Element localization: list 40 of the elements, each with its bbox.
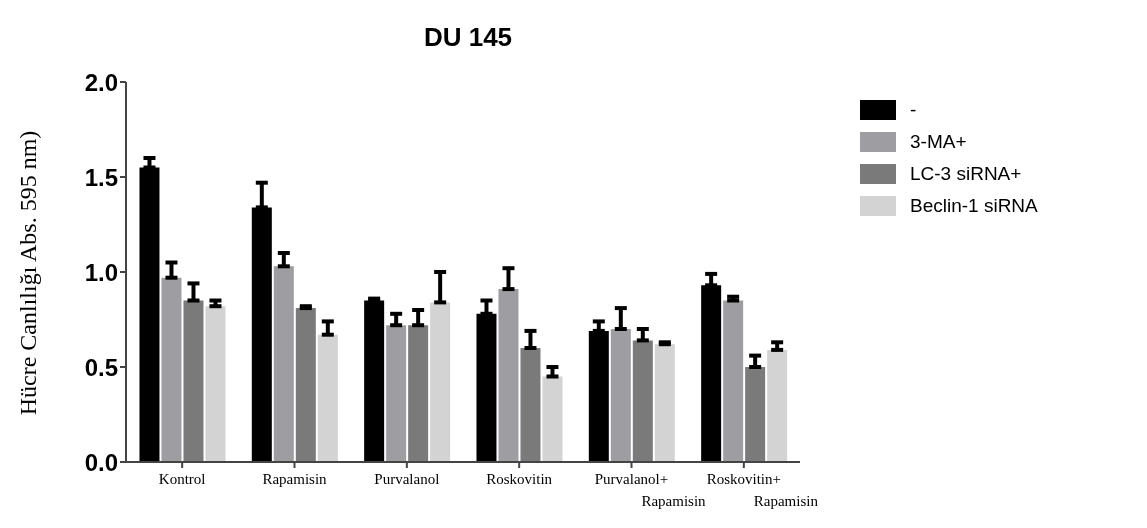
x-tick-label: Purvalanol+ Rapamisin	[594, 471, 707, 509]
bar	[273, 266, 294, 462]
x-tick-label: Kontrol	[158, 471, 206, 487]
x-tick-label: Roskovitin	[486, 471, 553, 487]
bar	[430, 302, 451, 462]
legend-label: LC-3 siRNA+	[910, 163, 1022, 185]
bar	[386, 325, 407, 462]
bar	[139, 167, 160, 462]
bar	[498, 289, 519, 462]
y-tick-label: 0.5	[84, 353, 118, 381]
bar	[408, 325, 429, 462]
y-tick-label: 1.0	[84, 258, 118, 286]
y-axis-title: Hücre Canlılığı Abs. 595 nm)	[14, 130, 42, 416]
bar	[205, 306, 226, 462]
bar	[701, 285, 722, 462]
y-tick-label: 2.0	[84, 68, 118, 96]
y-tick-label: 1.5	[84, 163, 118, 191]
bar	[610, 329, 631, 462]
bar	[183, 300, 204, 462]
bar	[295, 308, 316, 462]
legend-label: Beclin-1 siRNA	[910, 195, 1038, 217]
bar	[542, 376, 563, 462]
bar	[632, 340, 653, 462]
bar	[476, 313, 497, 462]
bar	[588, 330, 609, 462]
legend-label: 3-MA+	[910, 131, 967, 153]
bar	[767, 349, 788, 462]
bar	[745, 367, 766, 462]
x-tick-label: Purvalanol	[374, 471, 440, 487]
bar	[251, 207, 272, 462]
x-tick-label: Rapamisin	[262, 471, 328, 487]
bar	[161, 277, 182, 462]
x-tick-label: Roskovitin+ Rapamisin	[706, 471, 819, 509]
bar	[520, 348, 541, 462]
bar	[317, 334, 338, 462]
bar	[654, 344, 675, 462]
legend-label: -	[910, 99, 917, 121]
y-tick-label: 0.0	[84, 448, 118, 476]
chart-title: DU 145	[422, 22, 514, 53]
bar	[364, 300, 385, 462]
